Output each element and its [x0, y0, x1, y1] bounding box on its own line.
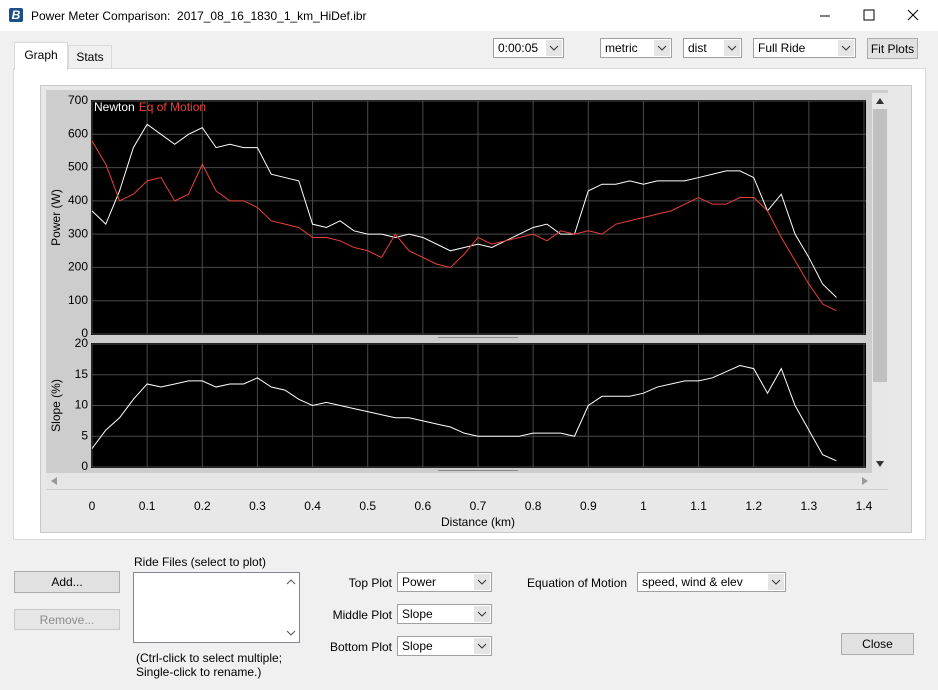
select-value: 0:00:05 [498, 41, 539, 55]
dropdown-arrow [768, 574, 784, 590]
scroll-arrows [51, 477, 868, 485]
x-tick-label: 0.6 [415, 499, 432, 513]
y-axis-label: Power (W) [49, 189, 63, 246]
resize-handle [438, 470, 518, 471]
x-tick-label: 1.1 [690, 499, 707, 513]
x-axis-select[interactable]: dist [683, 38, 742, 58]
dropdown-arrow [654, 40, 670, 56]
window-title: Power Meter Comparison: 2017_08_16_1830_… [31, 9, 367, 23]
select-value: Power [402, 575, 437, 589]
data-line [91, 365, 837, 462]
x-tick-label: 0.2 [194, 499, 211, 513]
plot-label: Top Plot [348, 576, 392, 590]
vertical-scrollbar[interactable] [872, 93, 888, 473]
add-button[interactable]: Add... [14, 571, 120, 593]
svg-text:B: B [12, 8, 21, 22]
window-controls[interactable] [800, 0, 938, 31]
units-select[interactable]: metric [600, 38, 672, 58]
dropdown-arrow [724, 40, 740, 56]
plot-select[interactable]: Slope [397, 604, 492, 624]
y-tick-label: 5 [81, 428, 88, 442]
x-tick-label: 0.4 [304, 499, 321, 513]
y-tick-label: 300 [68, 226, 88, 240]
x-tick-label: 0.5 [359, 499, 376, 513]
x-tick-label: 0.1 [139, 499, 156, 513]
y-tick-label: 200 [68, 260, 88, 274]
ride-files-note: Single-click to rename.) [136, 665, 262, 679]
horizontal-scrollbar[interactable] [46, 473, 888, 489]
close-button[interactable]: Close [841, 633, 914, 655]
x-axis-label: Distance (km) [441, 515, 515, 529]
x-tick-label: 0 [89, 499, 96, 513]
ride-files-list[interactable] [133, 572, 300, 643]
dropdown-arrow [546, 40, 562, 56]
scroll-arrows [873, 98, 887, 467]
x-tick-label: 1.4 [856, 499, 873, 513]
select-value: speed, wind & elev [642, 575, 743, 589]
x-tick-label: 1 [640, 499, 647, 513]
dropdown-arrow [474, 606, 490, 622]
y-tick-label: 0 [81, 326, 88, 340]
dropdown-arrow [474, 574, 490, 590]
y-tick-label: 0 [81, 459, 88, 473]
y-axis-label: Slope (%) [49, 379, 63, 432]
y-tick-label: 20 [75, 336, 89, 350]
eom-select[interactable]: speed, wind & elev [637, 572, 786, 592]
legend-entry: Newton [94, 100, 135, 114]
data-line [91, 123, 837, 298]
dropdown-arrow [838, 40, 854, 56]
select-value: Full Ride [758, 41, 806, 55]
tab[interactable]: Stats [68, 45, 112, 68]
y-tick-label: 500 [68, 160, 88, 174]
ride-files-label: Ride Files (select to plot) [134, 555, 267, 569]
select-value: Slope [402, 639, 433, 653]
data-line [91, 140, 837, 312]
dropdown-arrow [474, 638, 490, 654]
x-tick-label: 0.3 [249, 499, 266, 513]
app-icon: B [9, 8, 23, 22]
y-tick-label: 600 [68, 126, 88, 140]
x-tick-label: 0.9 [580, 499, 597, 513]
x-tick-label: 0.7 [470, 499, 487, 513]
remove-button[interactable]: Remove... [14, 609, 120, 630]
title-bar: B Power Meter Comparison: 2017_08_16_183… [0, 0, 938, 31]
eom-label: Equation of Motion [527, 576, 628, 590]
y-tick-label: 400 [68, 193, 88, 207]
y-tick-label: 15 [75, 367, 89, 381]
range-select[interactable]: Full Ride [753, 38, 856, 58]
select-value: Slope [402, 607, 433, 621]
legend-entry: Eq of Motion [139, 100, 206, 114]
interval-select[interactable]: 0:00:05 [493, 38, 564, 58]
plot-label: Bottom Plot [329, 640, 392, 654]
plot-label: Middle Plot [332, 608, 392, 622]
fit-plots-button[interactable]: Fit Plots [867, 38, 918, 59]
resize-handle [438, 337, 518, 338]
x-tick-label: 0.8 [525, 499, 542, 513]
plot-select[interactable]: Slope [397, 636, 492, 656]
plot-select[interactable]: Power [397, 572, 492, 592]
ride-files-note: (Ctrl-click to select multiple; [136, 651, 283, 665]
y-tick-label: 100 [68, 293, 88, 307]
list-scroll-arrows [286, 579, 296, 636]
select-value: dist [688, 41, 707, 55]
tab[interactable]: Graph [14, 42, 68, 70]
select-value: metric [605, 41, 638, 55]
x-tick-label: 1.3 [801, 499, 818, 513]
y-tick-label: 700 [68, 93, 88, 107]
x-tick-label: 1.2 [745, 499, 762, 513]
y-tick-label: 10 [75, 398, 89, 412]
